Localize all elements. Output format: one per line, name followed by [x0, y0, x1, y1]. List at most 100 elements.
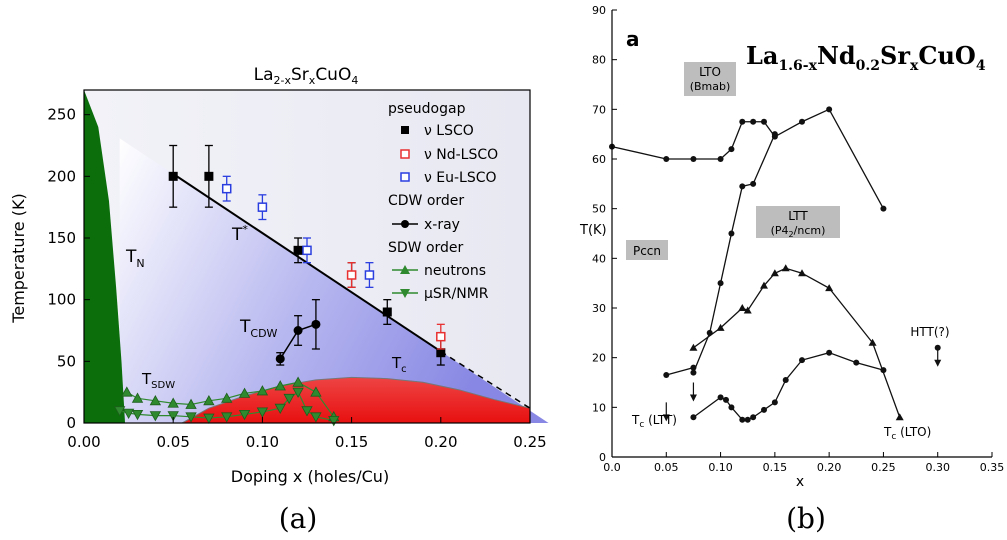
neutrons-point: [221, 392, 233, 403]
tc-lto-label: Tc (LTO): [883, 425, 931, 442]
tc-ltt-sub: c: [639, 420, 644, 430]
a-ytick-label: 0: [66, 414, 76, 432]
b-ytick-label: 60: [592, 153, 606, 166]
tstar-label-sup: *: [242, 223, 248, 236]
formula-sub4: 4: [976, 58, 986, 74]
cdw-point: [311, 319, 321, 329]
b-triangle-point: [689, 343, 698, 351]
title-sub3: 4: [351, 74, 358, 87]
legend-nd: ν Nd-LSCO: [424, 147, 498, 163]
ltt-sublabel-a: (P4: [771, 224, 789, 237]
tstar-label: T*: [231, 223, 248, 245]
b-xtick-label: 0.10: [708, 461, 733, 474]
title-sr: Sr: [291, 65, 309, 85]
panel-a-title: La2-xSrxCuO4: [254, 65, 359, 87]
b-triangle-point: [781, 264, 790, 272]
tc-label-base: T: [391, 354, 402, 372]
a-ytick-label: 100: [47, 291, 76, 309]
musr-point: [221, 412, 233, 423]
ltt-box: [756, 206, 840, 238]
musr-point: [274, 403, 286, 415]
tc-ltt-base: T: [631, 413, 640, 427]
b-circle-point: [723, 396, 729, 403]
a-xtick-label: 0.25: [513, 433, 546, 451]
musr-point: [149, 411, 162, 422]
legend-sdw-header: SDW order: [388, 240, 464, 256]
tc-ltt-label: Tc (LTT): [631, 413, 677, 430]
tn-label-base: T: [125, 247, 137, 267]
musr-line: [119, 391, 334, 422]
neutrons-point: [149, 394, 162, 406]
b-triangle-point: [868, 338, 877, 346]
panel-b-ylabel: T(K): [579, 223, 607, 238]
ltt-label: LTT: [788, 209, 808, 223]
musr-point: [203, 413, 215, 424]
b-ytick-label: 0: [599, 451, 606, 464]
b-triangle-point: [738, 304, 747, 311]
legend-cdw-header: CDW order: [388, 193, 464, 209]
legend-musr-marker: [400, 289, 410, 298]
b-series-line: [666, 366, 694, 376]
legend-neutrons-marker: [400, 265, 410, 274]
b-triangle-point: [825, 284, 834, 292]
b-circle-point: [880, 205, 887, 212]
b-circle-point: [706, 329, 713, 336]
eu-lsco-point: [257, 202, 268, 212]
title-sub2: x: [309, 74, 316, 87]
b-circle-point: [690, 156, 697, 162]
musr-point: [283, 393, 295, 405]
nd-lsco-point: [346, 270, 357, 280]
b-circle-point: [690, 369, 697, 376]
a-ytick-label: 200: [47, 167, 76, 185]
b-triangle-point: [760, 281, 768, 289]
tc-lto-sub: c: [891, 432, 896, 442]
musr-point: [131, 409, 144, 421]
b-circle-point: [799, 118, 805, 125]
b-triangle-point: [895, 413, 904, 421]
title-sub1: 2-x: [274, 74, 292, 87]
down-arrow-head: [934, 359, 942, 367]
a-xtick-label: 0.20: [424, 433, 457, 451]
panel-b: 0.0 0.05 0.10 0.15 0.20 0.25 0.30 0.35010203040…: [579, 4, 1004, 535]
legend-lsco-marker: [401, 126, 409, 134]
neutrons-point: [203, 394, 215, 406]
b-series-line: [611, 108, 884, 209]
b-ytick-label: 90: [592, 4, 606, 17]
b-circle-point: [739, 416, 746, 423]
neutrons-point: [292, 376, 304, 387]
neutrons-point: [274, 380, 286, 391]
panel-a-data-marks: [114, 144, 446, 427]
musr-point: [122, 408, 135, 419]
formula-sr: Sr: [880, 41, 910, 70]
b-xtick-label: 0.0: [603, 461, 621, 474]
panel-a-ticks: 0.00 0.05 0.10 0.15 0.20 0.25 0 50 100 150 200 250: [47, 106, 546, 451]
caption-a: (a): [279, 502, 318, 535]
b-triangle-point: [716, 323, 725, 331]
musr-point: [114, 406, 126, 417]
title-cuo: CuO: [315, 65, 351, 85]
b-circle-point: [750, 118, 757, 125]
cdw-point: [293, 326, 303, 335]
musr-point: [301, 406, 313, 417]
musr-point: [256, 407, 269, 418]
b-circle-point: [771, 131, 778, 138]
neutrons-point: [256, 385, 269, 396]
lsco-point: [168, 171, 178, 181]
panel-b-xlabel: x: [796, 474, 804, 490]
b-circle-point: [750, 414, 757, 421]
lsco-point: [293, 245, 303, 255]
eu-lsco-point: [302, 245, 312, 256]
cdw-point: [275, 354, 285, 364]
tc-label-sub: c: [401, 364, 407, 375]
pccn-label: Pccn: [633, 244, 661, 258]
tstar-label-base: T: [231, 225, 243, 245]
b-ytick-label: 70: [592, 103, 606, 116]
pccn-box: [626, 240, 668, 260]
tn-label: TN: [125, 247, 145, 270]
b-circle-point: [782, 377, 789, 384]
tsdw-label-base: T: [141, 370, 152, 388]
a-xtick-label: 0.10: [246, 433, 279, 451]
eu-lsco-point: [364, 270, 375, 280]
b-triangle-point: [743, 306, 752, 314]
legend-neutrons: neutrons: [424, 263, 486, 279]
